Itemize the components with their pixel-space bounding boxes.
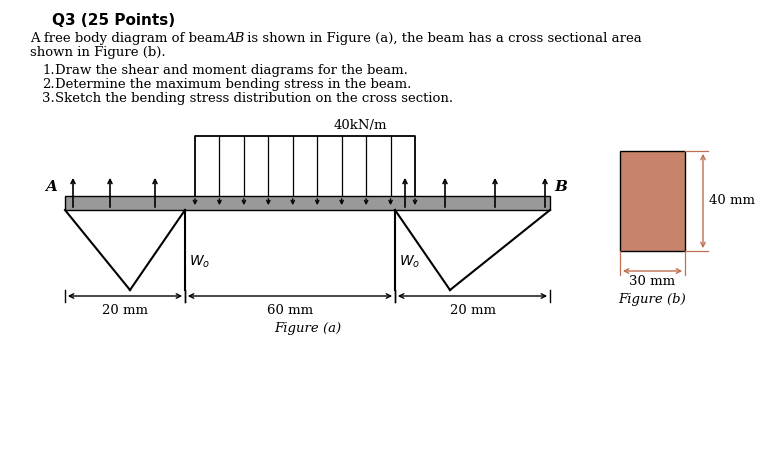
Text: B: B (554, 180, 567, 194)
Text: shown in Figure (b).: shown in Figure (b). (30, 46, 165, 59)
Text: 30 mm: 30 mm (629, 275, 676, 288)
Text: Q3 (25 Points): Q3 (25 Points) (52, 13, 175, 28)
Text: 3.: 3. (42, 92, 55, 105)
Text: 1.: 1. (42, 64, 55, 77)
Text: Sketch the bending stress distribution on the cross section.: Sketch the bending stress distribution o… (55, 92, 453, 105)
Text: 20 mm: 20 mm (102, 304, 148, 317)
Text: 20 mm: 20 mm (450, 304, 495, 317)
Bar (620, 151, 685, 251)
Text: Figure (a): Figure (a) (274, 322, 341, 335)
Text: Figure (b): Figure (b) (618, 293, 686, 306)
Text: $W_o$: $W_o$ (189, 254, 210, 270)
Text: AB: AB (225, 32, 244, 45)
Text: 60 mm: 60 mm (267, 304, 313, 317)
Text: A free body diagram of beam: A free body diagram of beam (30, 32, 230, 45)
Bar (65, 196, 550, 210)
Text: A: A (45, 180, 57, 194)
Text: is shown in Figure (a), the beam has a cross sectional area: is shown in Figure (a), the beam has a c… (243, 32, 642, 45)
Text: $W_o$: $W_o$ (399, 254, 421, 270)
Text: 2.: 2. (42, 78, 55, 91)
Text: 40kN/m: 40kN/m (333, 119, 386, 132)
Text: Draw the shear and moment diagrams for the beam.: Draw the shear and moment diagrams for t… (55, 64, 408, 77)
Text: 40 mm: 40 mm (709, 194, 755, 207)
Text: Determine the maximum bending stress in the beam.: Determine the maximum bending stress in … (55, 78, 411, 91)
